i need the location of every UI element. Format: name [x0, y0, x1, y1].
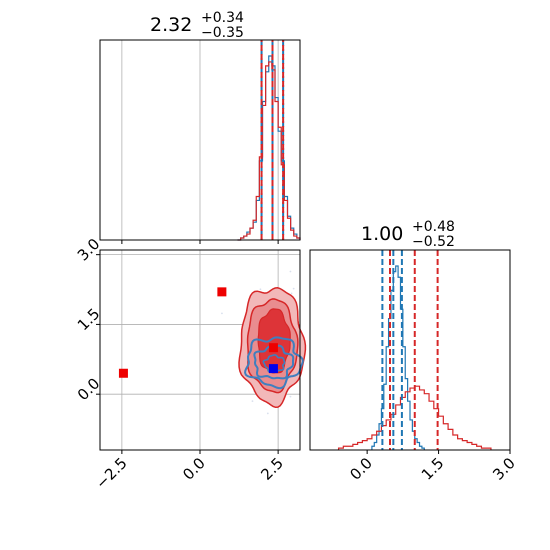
- title-param1-plus: +0.34: [201, 10, 244, 26]
- histogram-series-red: [237, 61, 301, 241]
- scatter-point: [266, 412, 269, 415]
- title-param2-plus: +0.48: [412, 219, 455, 235]
- marker-square-2: [268, 343, 278, 353]
- scatter-point: [221, 312, 223, 315]
- title-param2-value: 1.00: [361, 223, 403, 245]
- histogram-param1-panel: [99, 39, 301, 244]
- marker-square-0: [118, 368, 128, 378]
- histogram-series-blue: [371, 265, 425, 450]
- joint-scatter-panel: −2.5 0.0 2.5 3.0 1.5 0.0: [74, 235, 307, 493]
- contour-blue-mid: [253, 344, 295, 380]
- contour-blue-inner: [262, 354, 286, 373]
- scatter-point: [289, 395, 292, 398]
- histogram-param2-panel: 0.0 1.5 3.0: [309, 249, 519, 484]
- scatter-point: [259, 288, 262, 291]
- title-param2-minus: −0.52: [412, 234, 455, 250]
- contour-blue-outer: [244, 336, 304, 390]
- title-param1-value: 2.32: [150, 14, 192, 36]
- y-tick-label: 3.0: [74, 235, 104, 265]
- marker-square-3: [268, 364, 278, 374]
- scatter-point: [290, 292, 293, 295]
- title-param1: 2.32 +0.34 −0.35: [150, 10, 244, 41]
- axes-frame: [309, 249, 511, 451]
- marker-square-1: [217, 287, 227, 297]
- y-tick-label: 0.0: [74, 374, 104, 404]
- scatter-point: [292, 287, 295, 290]
- title-param1-minus: −0.35: [201, 25, 244, 41]
- x-tick-label: 0.0: [346, 454, 376, 484]
- x-tick-label: 3.0: [489, 454, 519, 484]
- x-tick-label: 2.5: [257, 454, 287, 484]
- histogram-series-blue: [237, 55, 301, 241]
- title-param2: 1.00 +0.48 −0.52: [361, 219, 455, 250]
- scatter-point: [251, 400, 254, 403]
- scatter-point: [289, 270, 292, 273]
- y-tick-label: 1.5: [74, 305, 104, 335]
- x-tick-label: 0.0: [179, 454, 209, 484]
- x-tick-label: −2.5: [92, 454, 130, 492]
- x-tick-label: 1.5: [418, 454, 448, 484]
